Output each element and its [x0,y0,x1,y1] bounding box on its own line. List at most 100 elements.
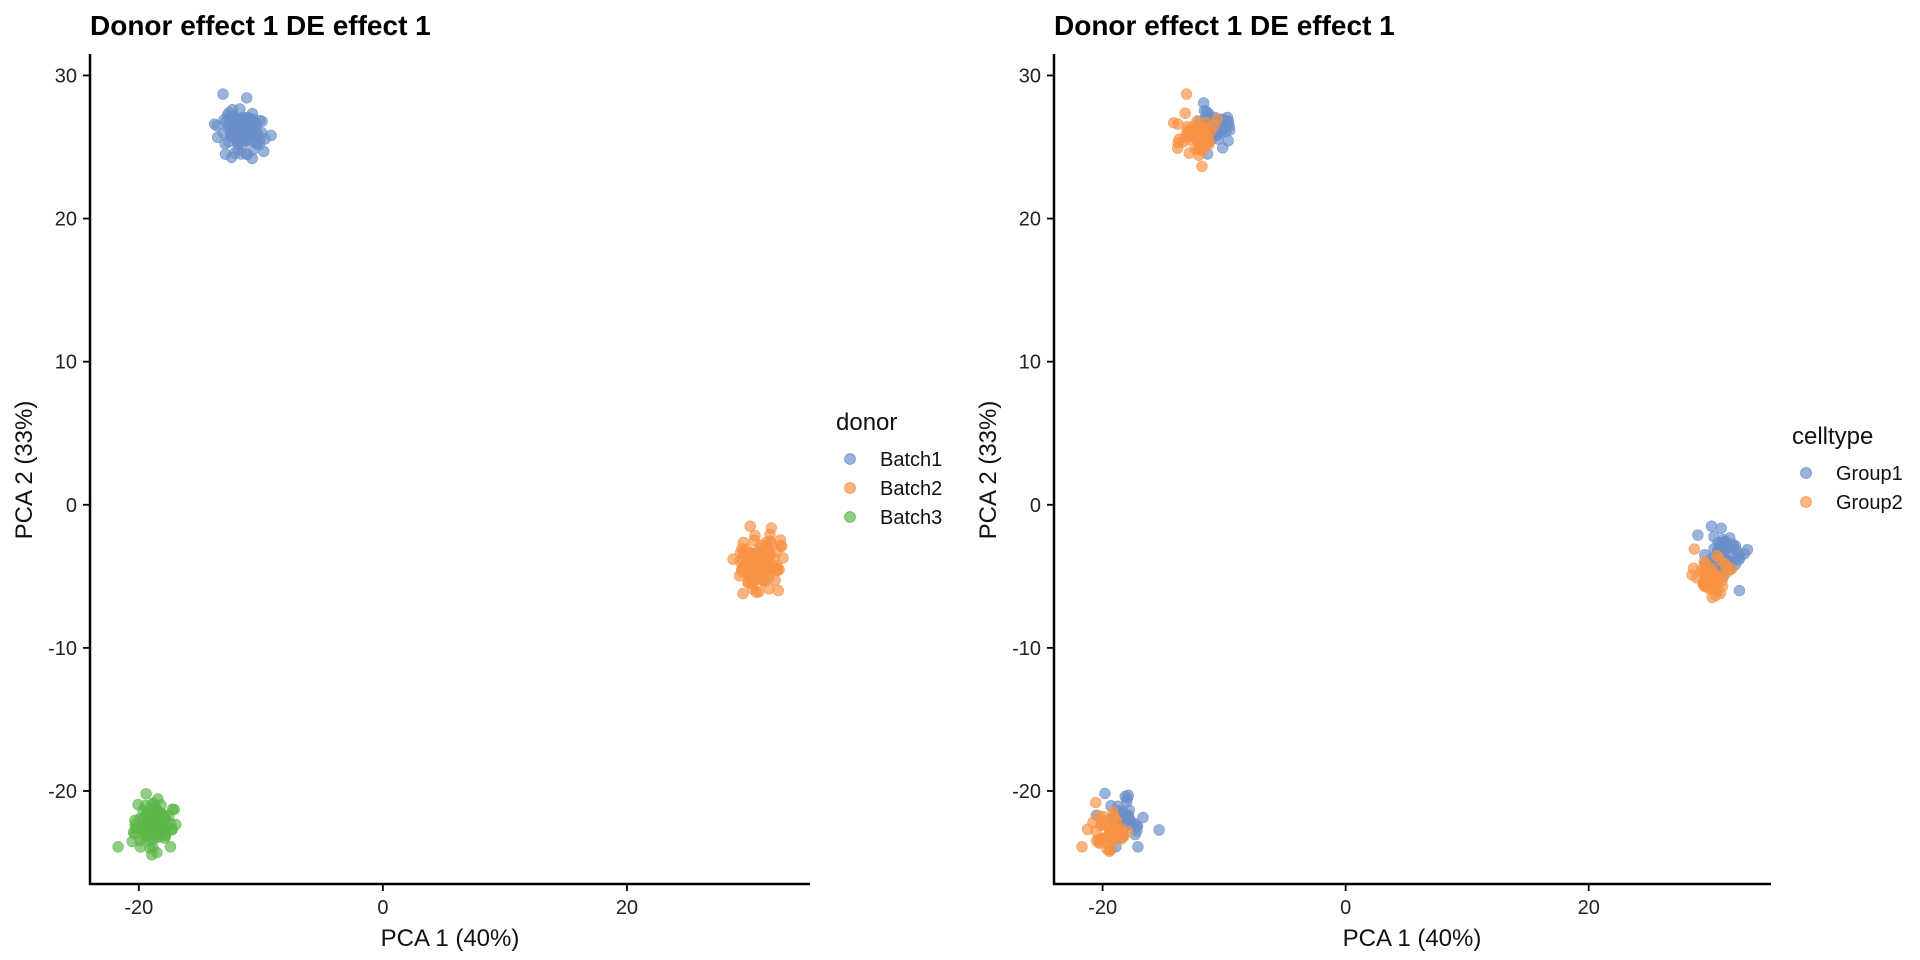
left-x-tick-label: 0 [377,897,388,919]
right-x-tick-label: 20 [1578,897,1600,919]
left-legend-label-batch3: Batch3 [880,507,942,529]
right-legend: celltype Group1 Group2 [1792,423,1903,514]
scatter-point [1099,787,1111,800]
scatter-point [143,834,155,846]
scatter-point [217,88,229,100]
right-x-tick-label: 0 [1340,897,1351,919]
scatter-point [211,131,224,144]
right-x-axis-title: PCA 1 (40%) [1343,925,1482,952]
scatter-point [753,573,766,585]
scatter-point [112,841,124,853]
scatter-point [1108,812,1121,825]
scatter-point [168,803,180,816]
scatter-point [241,92,253,104]
scatter-point [772,584,784,597]
left-y-tick-label: 20 [55,209,77,231]
scatter-point [219,148,232,160]
scatter-point [1705,520,1718,532]
scatter-point [737,587,749,600]
scatter-point [1172,118,1184,130]
scatter-point [727,553,739,565]
right-y-tick-label: 30 [1019,65,1041,87]
left-x-axis-title: PCA 1 (40%) [381,925,520,952]
right-x-tick-label: -20 [1088,897,1117,919]
scatter-point [746,551,759,563]
scatter-point [1104,826,1116,838]
scatter-point [151,846,163,859]
scatter-point [1120,796,1133,808]
left-chart-title: Donor effect 1 DE effect 1 [90,10,431,41]
right-y-tick-label: 20 [1019,209,1041,231]
scatter-point [1099,817,1111,830]
scatter-point [1130,820,1143,833]
scatter-point [1222,135,1234,147]
scatter-point [1183,147,1196,159]
scatter-point [1132,841,1144,853]
scatter-point [1183,127,1196,139]
scatter-point [1199,139,1211,151]
right-y-tick-label: -20 [1012,781,1041,803]
scatter-point [1177,136,1189,148]
left-series-batch1 [208,88,277,165]
scatter-point [1089,796,1102,809]
left-points [112,88,789,861]
scatter-point [1191,115,1203,127]
scatter-point [1198,122,1211,135]
left-y-tick-label: 30 [55,65,77,87]
scatter-point [1196,160,1208,173]
left-series-batch3 [112,788,182,861]
right-y-tick-label: -10 [1012,638,1041,660]
scatter-point [749,529,761,542]
right-legend-title: celltype [1792,423,1873,450]
right-legend-key-group2 [1800,496,1812,508]
scatter-point [744,520,756,532]
scatter-point [258,145,270,158]
scatter-point [1104,843,1117,855]
left-legend-key-batch1 [844,453,856,465]
scatter-point [742,577,754,589]
scatter-point [1692,529,1704,541]
scatter-point [1092,833,1105,846]
scatter-point [1715,522,1727,534]
left-legend: donor Batch1 Batch2 Batch3 [836,409,942,529]
scatter-point [1208,119,1220,132]
scatter-point [1733,584,1746,597]
right-legend-items: Group1 Group2 [1800,463,1903,514]
scatter-point [1153,824,1165,836]
scatter-point [229,121,241,134]
scatter-point [140,788,152,800]
left-y-axis-title: PCA 2 (33%) [11,401,38,540]
scatter-point [1688,543,1701,555]
right-legend-key-group1 [1800,467,1812,479]
left-y-tick-label: -10 [48,638,77,660]
right-panel: Donor effect 1 DE effect 1 -20 -10 0 10 20 30… [975,10,1903,952]
right-series-group2 [1076,88,1738,857]
scatter-point [132,798,144,811]
left-x-ticks: -20 0 20 [124,884,638,919]
left-y-ticks: -20 -10 0 10 20 30 [48,65,90,803]
scatter-point [129,814,141,827]
right-chart-title: Donor effect 1 DE effect 1 [1054,10,1395,41]
scatter-point [1180,88,1193,100]
scatter-point [236,139,249,151]
scatter-point [208,118,221,130]
scatter-point [1116,823,1128,835]
scatter-point [765,538,777,550]
right-legend-label-group2: Group2 [1836,492,1903,514]
scatter-point [1687,562,1700,574]
left-y-tick-label: 0 [66,495,77,517]
scatter-point [1076,841,1088,853]
left-y-tick-label: 10 [55,352,77,374]
right-y-tick-label: 0 [1030,495,1041,517]
scatter-point [765,522,777,534]
left-series-batch2 [727,520,789,600]
scatter-point [1179,107,1191,119]
right-y-axis-title: PCA 2 (33%) [975,401,1002,540]
scatter-point [1711,549,1723,562]
left-legend-label-batch2: Batch2 [880,478,942,500]
scatter-point [1724,542,1736,554]
scatter-point [1707,581,1720,593]
left-x-tick-label: -20 [124,897,153,919]
left-panel: Donor effect 1 DE effect 1 -20 -10 0 10 20 30… [11,10,942,952]
